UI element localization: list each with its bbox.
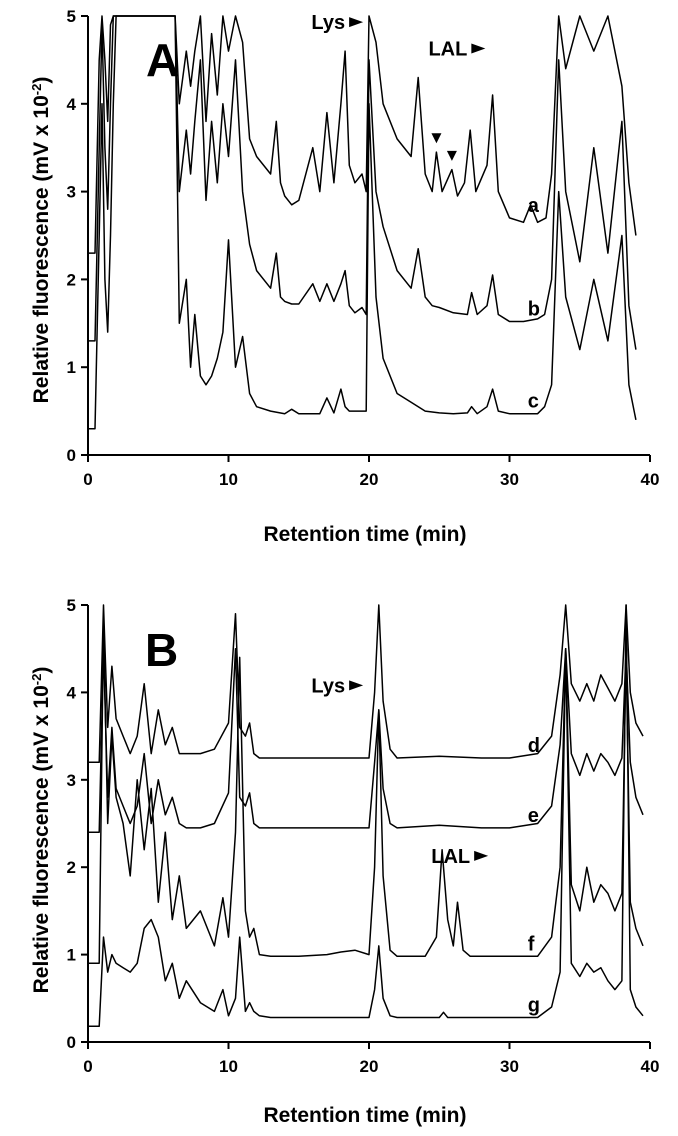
panel-b-xtick-label: 10 bbox=[219, 1057, 238, 1076]
panel-b-trace-label-e: e bbox=[528, 805, 539, 827]
panel-b: Relative fluorescence (mV x 10-2) Retent… bbox=[29, 596, 660, 1127]
panel-b-ytick-label: 4 bbox=[67, 683, 77, 702]
panel-a: Relative fluorescence (mV x 10-2) Retent… bbox=[29, 7, 660, 546]
panel-b-xtick-label: 30 bbox=[500, 1057, 519, 1076]
panel-b-trace-label-d: d bbox=[528, 735, 540, 757]
panel-a-annotation-arrow bbox=[471, 43, 486, 54]
panel-a-letter: A bbox=[146, 34, 179, 86]
panel-b-xtick-label: 40 bbox=[641, 1057, 660, 1076]
panel-a-trace-label-b: b bbox=[528, 299, 540, 321]
panel-b-annotation-lal: LAL bbox=[431, 846, 470, 868]
panel-a-xlabel: Retention time (min) bbox=[264, 523, 467, 546]
panel-b-ylabel: Relative fluorescence (mV x 10-2) bbox=[29, 667, 54, 994]
panel-a-ylabel-sup: -2 bbox=[29, 84, 44, 96]
panel-a-trace-a bbox=[88, 15, 637, 254]
panel-b-letter: B bbox=[145, 624, 178, 676]
panel-a-ylabel: Relative fluorescence (mV x 10-2) bbox=[29, 77, 54, 404]
panel-a-ylabel-main: Relative fluorescence (mV x 10 bbox=[30, 95, 53, 403]
panel-a-annotation-arrow bbox=[349, 17, 364, 28]
panel-a-xtick-label: 40 bbox=[641, 470, 660, 489]
panel-a-peak-marker bbox=[446, 150, 457, 161]
panel-b-annotation-arrow bbox=[349, 680, 364, 691]
panel-a-ylabel-close: ) bbox=[30, 77, 53, 84]
panel-a-annotation-lal: LAL bbox=[428, 39, 467, 61]
panel-a-trace-b bbox=[88, 15, 637, 350]
panel-a-ytick-label: 5 bbox=[67, 7, 76, 26]
panel-a-trace-label-c: c bbox=[528, 391, 539, 413]
panel-b-ytick-label: 2 bbox=[67, 858, 76, 877]
panel-a-ytick-label: 0 bbox=[67, 446, 76, 465]
panel-b-trace-label-g: g bbox=[528, 995, 540, 1017]
panel-b-trace-d bbox=[88, 604, 644, 764]
panel-a-peak-marker bbox=[431, 133, 442, 144]
panel-b-xtick-label: 20 bbox=[360, 1057, 379, 1076]
panel-b-trace-e bbox=[88, 647, 644, 833]
panel-b-ytick-label: 1 bbox=[67, 946, 76, 965]
panel-a-trace-label-a: a bbox=[528, 195, 540, 217]
panel-b-ytick-label: 3 bbox=[67, 771, 76, 790]
panel-a-xtick-label: 0 bbox=[83, 470, 92, 489]
panel-a-xtick-label: 10 bbox=[219, 470, 238, 489]
panel-b-trace-f bbox=[88, 621, 644, 965]
panel-b-xtick-label: 0 bbox=[83, 1057, 92, 1076]
panel-b-ytick-label: 5 bbox=[67, 596, 76, 615]
panel-a-ytick-label: 4 bbox=[67, 95, 77, 114]
panel-b-trace-g bbox=[88, 604, 644, 1028]
panel-b-ylabel-main: Relative fluorescence (mV x 10 bbox=[30, 685, 53, 993]
panel-a-ytick-label: 2 bbox=[67, 270, 76, 289]
panel-b-xlabel: Retention time (min) bbox=[264, 1104, 467, 1127]
panel-a-xtick-label: 30 bbox=[500, 470, 519, 489]
panel-a-ytick-label: 1 bbox=[67, 358, 76, 377]
panel-b-annotation-lys: Lys bbox=[311, 675, 345, 697]
panel-b-ylabel-sup: -2 bbox=[29, 674, 44, 686]
panel-b-ylabel-close: ) bbox=[30, 667, 53, 674]
panel-a-trace-c bbox=[88, 15, 637, 430]
panel-a-xtick-label: 20 bbox=[360, 470, 379, 489]
panel-a-annotation-lys: Lys bbox=[311, 12, 345, 34]
panel-b-trace-label-f: f bbox=[528, 933, 535, 955]
panel-a-ytick-label: 3 bbox=[67, 183, 76, 202]
panel-b-annotation-arrow bbox=[474, 850, 489, 861]
panel-b-ytick-label: 0 bbox=[67, 1033, 76, 1052]
